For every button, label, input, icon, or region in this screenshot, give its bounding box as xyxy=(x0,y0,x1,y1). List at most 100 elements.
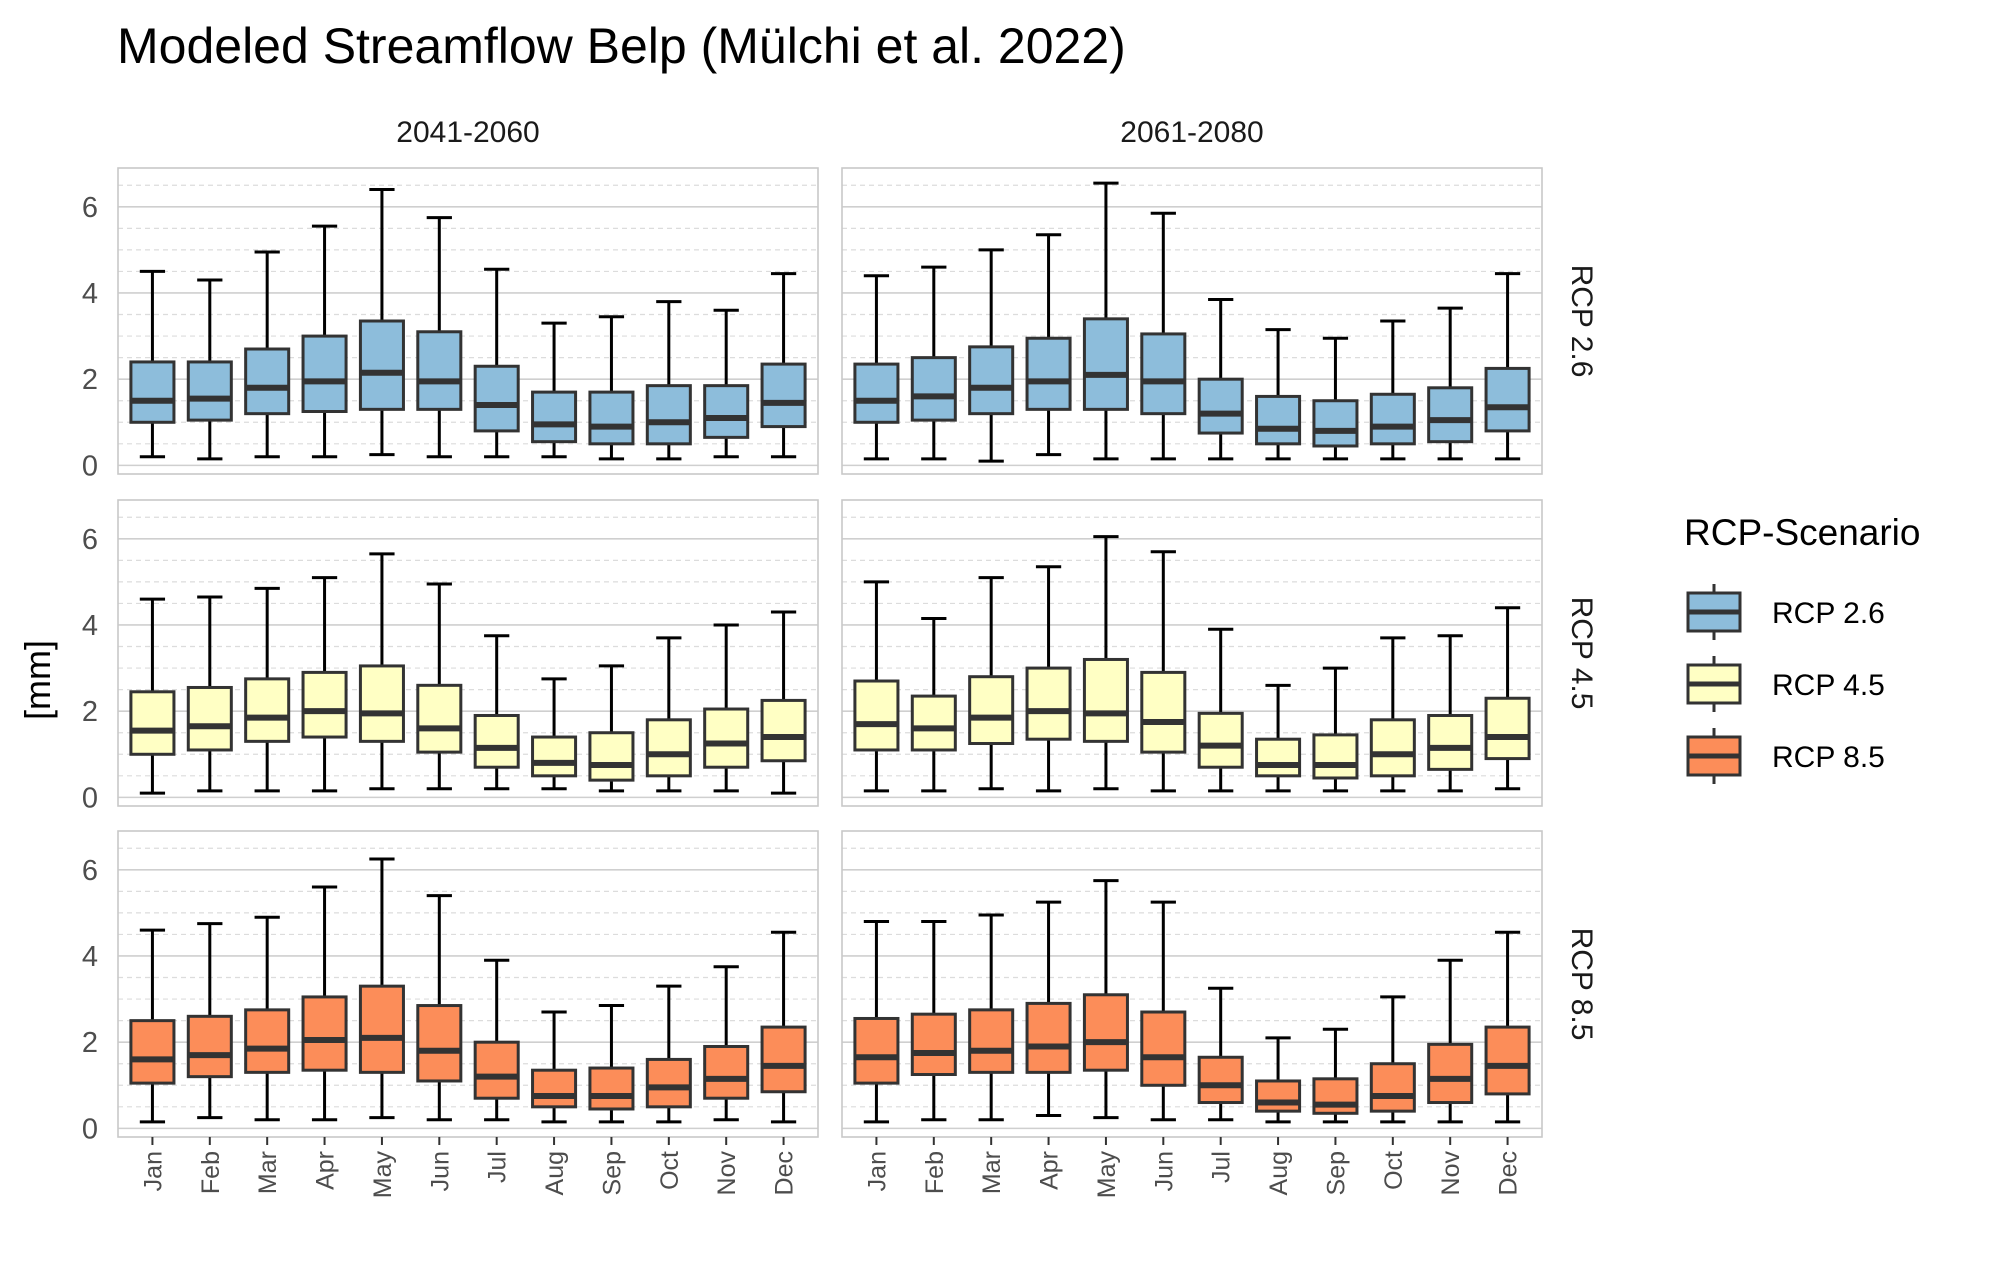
iqr-box xyxy=(531,1068,578,1109)
facet-label-column: 2041-2060 xyxy=(396,116,539,149)
box-mar xyxy=(968,248,1015,463)
box-apr xyxy=(301,224,348,459)
iqr-box xyxy=(968,1008,1015,1074)
box-sep xyxy=(588,1004,635,1124)
box-dec xyxy=(760,272,807,459)
box-feb xyxy=(910,265,957,461)
iqr-box xyxy=(473,364,520,433)
box-dec xyxy=(1484,272,1531,461)
x-tick-label: Sep xyxy=(1322,1151,1350,1195)
box-aug xyxy=(1255,328,1302,461)
box-aug xyxy=(531,1010,578,1124)
facet-label-row: RCP 4.5 xyxy=(1565,597,1598,710)
y-tick-label: 2 xyxy=(82,364,98,396)
iqr-box xyxy=(301,670,348,739)
iqr-box xyxy=(1312,1077,1359,1115)
box-jan xyxy=(129,928,176,1124)
legend-title: RCP-Scenario xyxy=(1684,512,1920,553)
box-may xyxy=(358,552,405,791)
box-jul xyxy=(1197,627,1244,793)
panel-2 xyxy=(841,167,1543,475)
x-tick-label: Mar xyxy=(978,1151,1006,1194)
iqr-box xyxy=(1025,666,1072,741)
iqr-box xyxy=(416,683,463,754)
legend-entry: RCP 8.5 xyxy=(1686,728,1885,784)
chart-title: Modeled Streamflow Belp (Mülchi et al. 2… xyxy=(117,18,1126,74)
iqr-box xyxy=(473,713,520,769)
iqr-box xyxy=(853,679,900,752)
iqr-box xyxy=(358,319,405,411)
panel-3 xyxy=(117,499,819,807)
iqr-box xyxy=(645,384,692,446)
box-may xyxy=(1082,181,1129,461)
box-aug xyxy=(531,677,578,791)
box-aug xyxy=(1255,1036,1302,1124)
iqr-box xyxy=(760,1025,807,1094)
iqr-box xyxy=(1427,1042,1474,1105)
x-tick-label: Nov xyxy=(713,1151,741,1196)
box-dec xyxy=(1484,930,1531,1124)
iqr-box xyxy=(186,360,233,422)
iqr-box xyxy=(416,1004,463,1083)
box-jan xyxy=(129,269,176,459)
y-tick-label: 6 xyxy=(82,524,98,556)
panel-border xyxy=(841,499,1543,807)
box-feb xyxy=(186,595,233,793)
iqr-box xyxy=(1197,377,1244,435)
iqr-box xyxy=(129,1019,176,1085)
box-apr xyxy=(301,885,348,1122)
box-jul xyxy=(1197,297,1244,461)
iqr-box xyxy=(1025,1001,1072,1074)
box-feb xyxy=(186,922,233,1120)
iqr-box xyxy=(968,345,1015,416)
box-jan xyxy=(853,274,900,461)
box-oct xyxy=(645,300,692,461)
box-oct xyxy=(645,984,692,1124)
y-tick-label: 6 xyxy=(82,855,98,887)
iqr-box xyxy=(1140,1010,1187,1087)
box-dec xyxy=(760,610,807,795)
y-tick-label: 4 xyxy=(82,610,98,642)
iqr-box xyxy=(853,362,900,424)
facet-label-column: 2061-2080 xyxy=(1120,116,1263,149)
box-nov xyxy=(703,623,750,793)
box-dec xyxy=(1484,606,1531,791)
box-jul xyxy=(473,267,520,459)
iqr-box xyxy=(1082,657,1129,743)
iqr-box xyxy=(1140,670,1187,754)
iqr-box xyxy=(703,384,750,439)
y-tick-label: 0 xyxy=(82,782,98,814)
iqr-box xyxy=(1197,711,1244,769)
box-sep xyxy=(588,664,635,793)
panel-5 xyxy=(117,830,819,1138)
iqr-box xyxy=(1484,366,1531,433)
box-aug xyxy=(531,321,578,459)
iqr-box xyxy=(1255,737,1302,778)
box-apr xyxy=(1025,233,1072,457)
panel-6 xyxy=(841,830,1543,1138)
box-mar xyxy=(244,250,291,459)
iqr-box xyxy=(301,334,348,414)
iqr-box xyxy=(1427,386,1474,444)
y-tick-label: 2 xyxy=(82,1027,98,1059)
box-jan xyxy=(853,580,900,793)
iqr-box xyxy=(910,694,957,752)
iqr-box xyxy=(968,675,1015,746)
legend-entry: RCP 4.5 xyxy=(1686,656,1885,712)
panel-4 xyxy=(841,499,1543,807)
box-apr xyxy=(1025,900,1072,1117)
iqr-box xyxy=(1369,392,1416,446)
box-aug xyxy=(1255,683,1302,793)
x-tick-label: Aug xyxy=(1265,1151,1293,1195)
x-tick-label: May xyxy=(1093,1151,1121,1199)
iqr-box xyxy=(186,685,233,752)
iqr-box xyxy=(129,690,176,756)
iqr-box xyxy=(1427,713,1474,771)
legend-label: RCP 2.6 xyxy=(1772,597,1885,630)
iqr-box xyxy=(473,1040,520,1100)
x-tick-label: Dec xyxy=(771,1151,799,1195)
x-tick-label: Nov xyxy=(1437,1151,1465,1196)
x-tick-label: Jan xyxy=(139,1151,167,1191)
